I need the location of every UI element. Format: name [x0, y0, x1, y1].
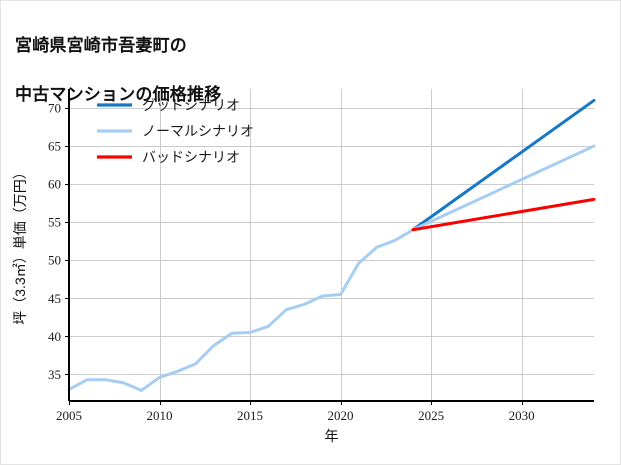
axis-ticks: [65, 107, 524, 405]
chart-title-line-2: 中古マンションの価格推移: [15, 84, 222, 104]
axis-spines: [68, 89, 594, 402]
legend-label-0: グッドシナリオ: [142, 98, 240, 114]
legend-label-1: ノーマルシナリオ: [142, 125, 254, 140]
x-axis-title: 年: [325, 428, 339, 444]
y-tick-label-60: 60: [48, 177, 61, 192]
y-tick-label-40: 40: [48, 329, 61, 344]
gridlines-group: [69, 89, 594, 401]
x-tick-label-2005: 2005: [56, 408, 82, 423]
y-tick-label-45: 45: [48, 291, 61, 306]
y-tick-label-50: 50: [48, 253, 61, 268]
x-tick-label-2010: 2010: [147, 408, 173, 423]
y-tick-label-65: 65: [48, 139, 61, 154]
x-tick-label-2020: 2020: [328, 408, 354, 423]
x-tick-labels: 2005 2010 2015 2020 2025 2030: [56, 408, 535, 423]
series-line-0: [411, 98, 596, 232]
y-tick-label-35: 35: [48, 367, 61, 382]
series-line-2: [411, 197, 596, 232]
y-tick-label-70: 70: [48, 101, 61, 116]
x-tick-label-2015: 2015: [237, 408, 263, 423]
y-tick-labels: 35 40 45 50 55 60 65 70: [48, 101, 61, 382]
axis-titles: 年 坪（3.3㎡）単価（万円）: [12, 165, 339, 444]
x-tick-label-2025: 2025: [418, 408, 444, 423]
series-line-1: [67, 144, 596, 392]
series-group: [67, 98, 596, 392]
y-tick-label-55: 55: [48, 215, 61, 230]
chart-title-line-1: 宮崎県宮崎市吾妻町の: [15, 35, 187, 55]
legend-label-2: バッドシナリオ: [142, 151, 240, 166]
chart-title: 宮崎県宮崎市吾妻町の 中古マンションの価格推移: [15, 9, 221, 108]
y-axis-title: 坪（3.3㎡）単価（万円）: [12, 165, 28, 324]
x-tick-label-2030: 2030: [509, 408, 535, 423]
